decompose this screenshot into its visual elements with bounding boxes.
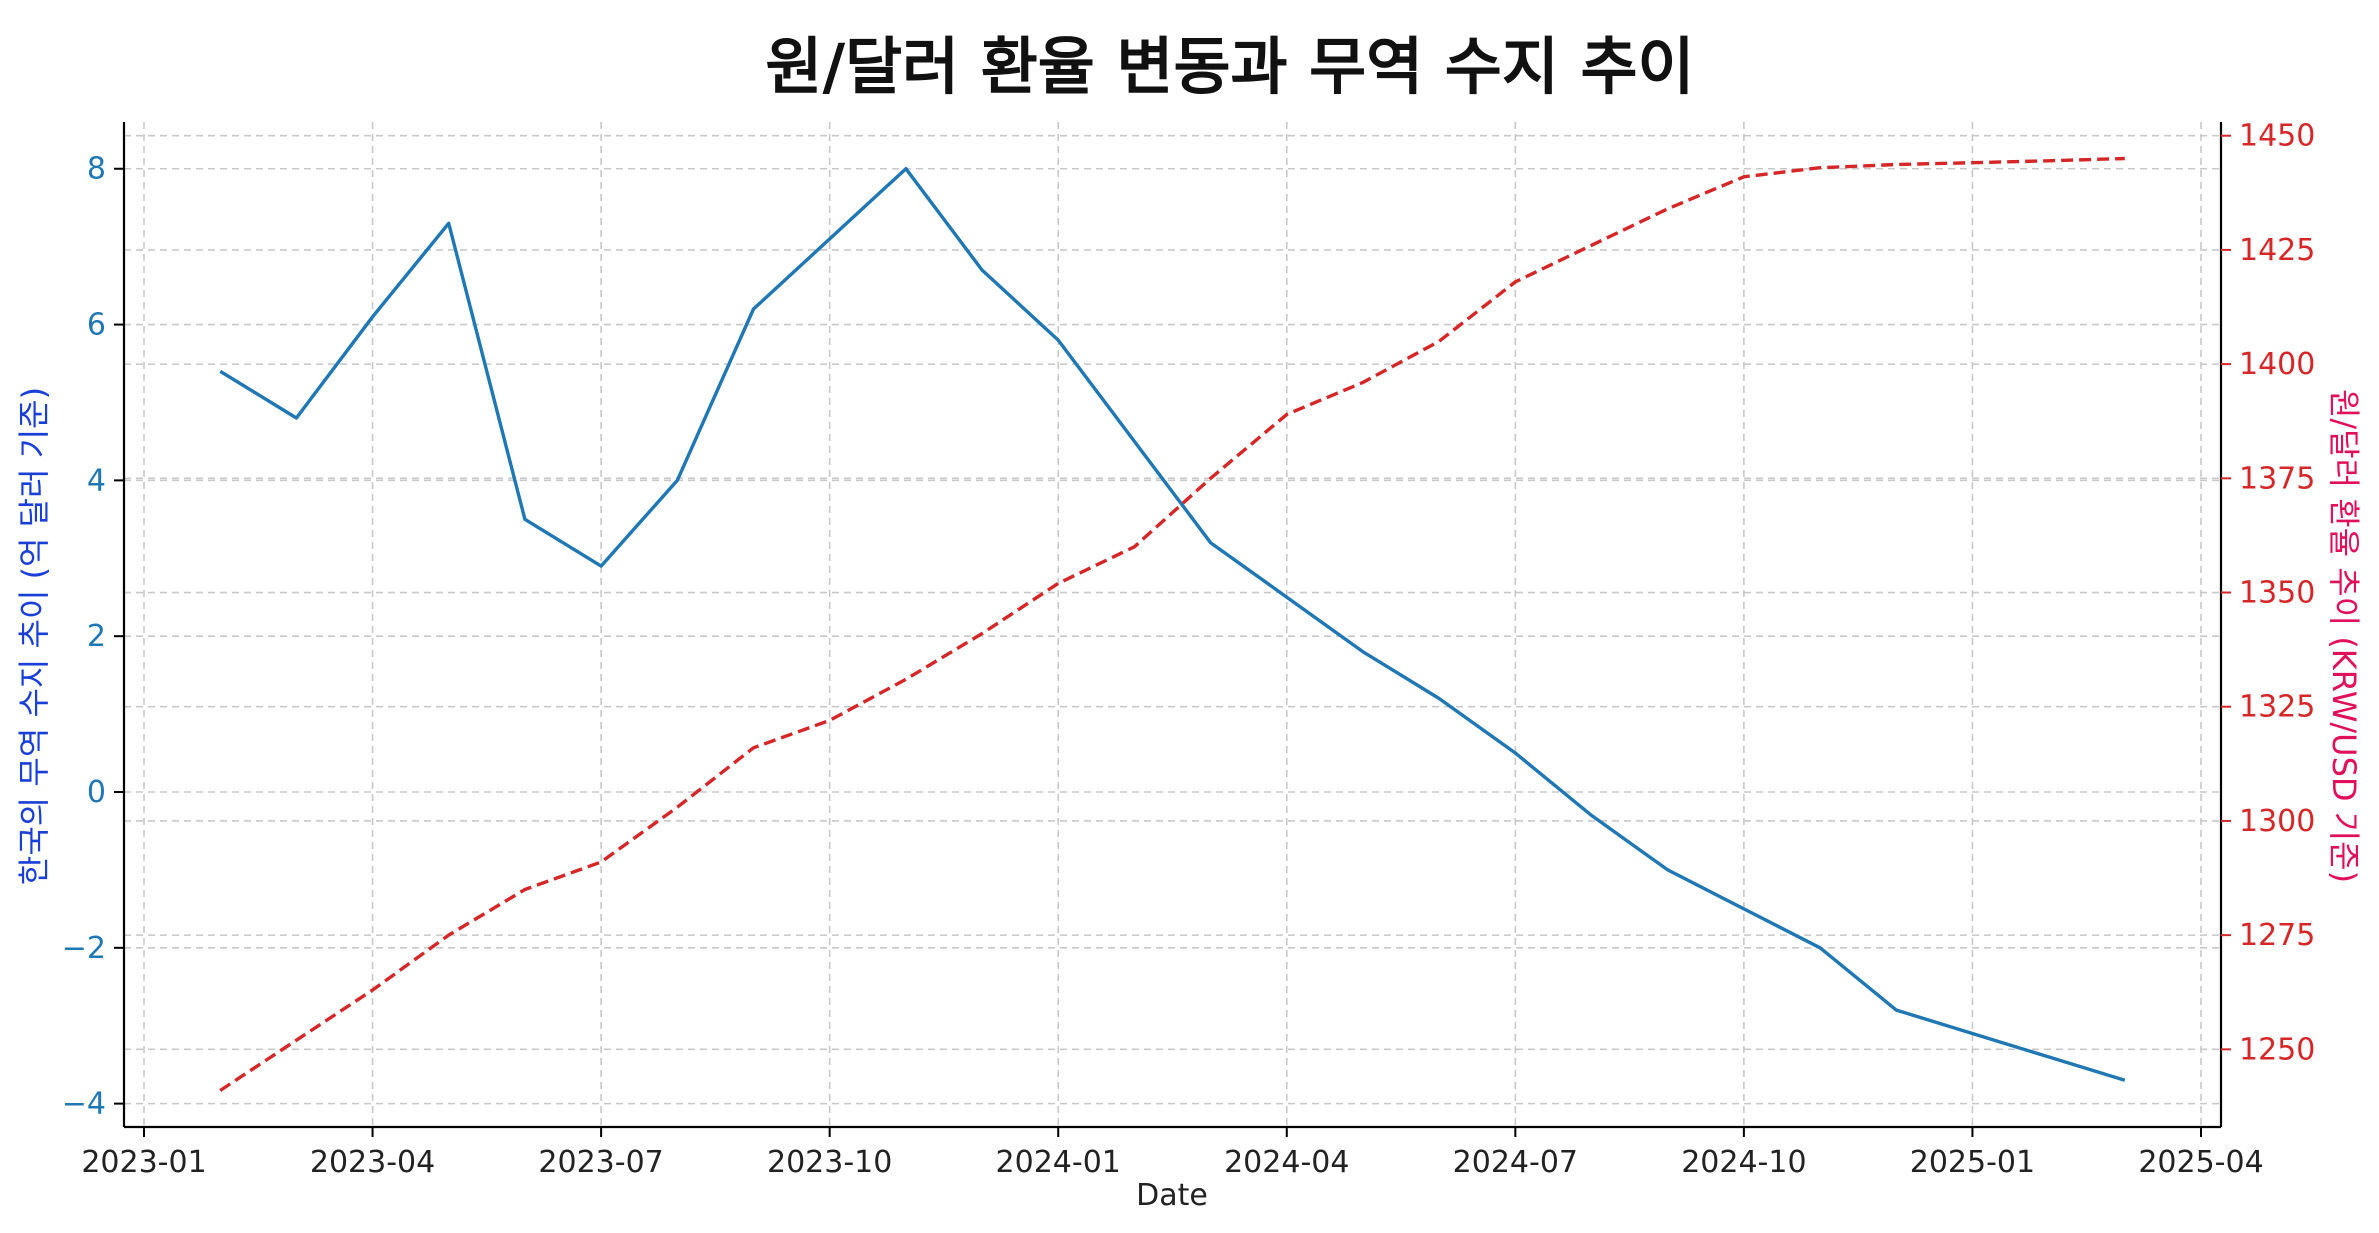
y-axis-label-right: 원/달러 환율 추이 (KRW/USD 기준) xyxy=(2325,389,2363,883)
exchange-rate-line xyxy=(219,156,2125,1092)
y-left-tick-label: 0 xyxy=(87,775,106,810)
series-layer xyxy=(219,156,2126,1092)
ticks-layer: 2023-01 2023-04 2023-07 2023-10 2024-01 2024-… xyxy=(62,119,2316,1180)
x-tick-label: 2025-04 xyxy=(2138,1145,2263,1180)
y-right-tick-label: 1425 xyxy=(2239,233,2315,268)
y-right-tick-label: 1400 xyxy=(2239,347,2315,382)
chart-title: 원/달러 환율 변동과 무역 수지 추이 xyxy=(765,30,1694,103)
y-left-tick-label: 4 xyxy=(87,463,106,498)
x-tick-label: 2024-01 xyxy=(996,1145,1121,1180)
y-right-tick-label: 1300 xyxy=(2239,804,2315,839)
series-trade-balance xyxy=(219,166,2126,1082)
x-tick-label: 2023-07 xyxy=(538,1145,663,1180)
y-left-tick-label: 8 xyxy=(87,152,106,187)
x-tick-label: 2023-04 xyxy=(310,1145,435,1180)
y-right-tick-label: 1375 xyxy=(2239,461,2315,496)
trade-balance-line xyxy=(219,166,2126,1082)
y-right-tick-label: 1350 xyxy=(2239,576,2315,611)
x-tick-label: 2024-07 xyxy=(1453,1145,1578,1180)
y-left-tick-label: 2 xyxy=(87,619,106,654)
y-right-tick-label: 1325 xyxy=(2239,690,2315,725)
axes-layer xyxy=(122,122,2223,1129)
y-right-tick-label: 1450 xyxy=(2239,119,2315,154)
y-axis-label-left: 한국의 무역 수지 추이 (억 달러 기준) xyxy=(15,387,53,885)
series-exchange-rate xyxy=(219,156,2125,1092)
x-tick-label: 2025-01 xyxy=(1910,1145,2035,1180)
x-tick-label: 2023-01 xyxy=(81,1145,206,1180)
x-axis-label: Date xyxy=(1136,1178,1208,1213)
y-left-tick-label: −4 xyxy=(62,1087,106,1122)
x-tick-label: 2024-10 xyxy=(1681,1145,1806,1180)
x-tick-label: 2023-10 xyxy=(767,1145,892,1180)
y-right-tick-label: 1275 xyxy=(2239,918,2315,953)
grid-layer xyxy=(124,122,2221,1127)
y-left-tick-label: −2 xyxy=(62,931,106,966)
y-right-tick-label: 1250 xyxy=(2239,1032,2315,1067)
x-tick-label: 2024-04 xyxy=(1224,1145,1349,1180)
y-left-tick-label: 6 xyxy=(87,308,106,343)
